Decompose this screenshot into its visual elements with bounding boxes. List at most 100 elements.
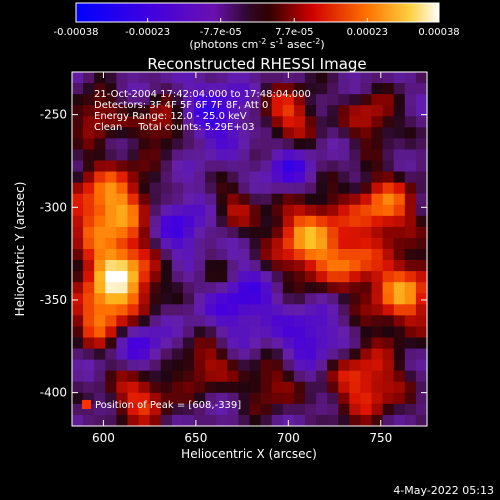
colorbar: -0.00038 -0.00023 -7.7e-05 7.7e-05 0.00023 0.… (54, 2, 460, 51)
heatmap-cell (249, 83, 262, 95)
heatmap-cell (271, 83, 284, 95)
heatmap-cell (316, 304, 328, 316)
heatmap-cell (160, 160, 173, 173)
heatmap-cell (171, 105, 184, 117)
heatmap-cell (415, 249, 428, 261)
heatmap-cell (293, 182, 306, 195)
heatmap-cell (238, 271, 251, 283)
heatmap-cell (227, 326, 239, 339)
heatmap-cell (316, 326, 328, 339)
heatmap-cell (138, 381, 151, 394)
heatmap-cell (371, 226, 384, 239)
heatmap-cell (316, 315, 328, 328)
heatmap-cell (415, 182, 428, 195)
heatmap-cell (415, 293, 428, 305)
heatmap-cell (227, 204, 239, 217)
heatmap-cell (72, 359, 84, 372)
heatmap-cell (260, 359, 273, 372)
heatmap-cell (72, 226, 84, 239)
heatmap-cell (304, 215, 317, 228)
heatmap-cell (393, 260, 406, 272)
heatmap-cell (149, 381, 162, 394)
heatmap-cell (249, 260, 262, 272)
heatmap-cell (160, 403, 173, 416)
annotation-detectors: Detectors: 3F 4F 5F 6F 7F 8F, Att 0 (94, 100, 268, 111)
heatmap-cell (271, 72, 284, 84)
heatmap-cell (238, 105, 251, 117)
heatmap-cell (238, 260, 251, 272)
heatmap-cell (205, 116, 217, 128)
heatmap-cell (149, 105, 162, 117)
heatmap-cell (205, 171, 217, 184)
heatmap-cell (116, 193, 129, 206)
heatmap-cell (282, 370, 295, 383)
heatmap-cell (116, 116, 129, 128)
heatmap-cell (216, 348, 228, 361)
heatmap-cell (94, 293, 106, 305)
heatmap-cell (149, 348, 162, 361)
heatmap-cell (382, 94, 395, 106)
heatmap-cell (171, 160, 184, 173)
heatmap-cell (349, 182, 362, 195)
annotation-energy-range: Energy Range: 12.0 - 25.0 keV (94, 111, 247, 122)
heatmap-cell (127, 182, 140, 195)
heatmap-cell (160, 282, 173, 294)
plot-frame (71, 71, 428, 427)
heatmap-cell (282, 315, 295, 328)
heatmap-cell (415, 370, 428, 383)
heatmap-cell (349, 149, 362, 162)
heatmap-cell (404, 326, 417, 339)
heatmap-cell (94, 149, 106, 162)
heatmap-cell (249, 348, 262, 361)
heatmap-cell (249, 72, 262, 84)
heatmap-cell (393, 105, 406, 117)
heatmap-cell (327, 83, 339, 95)
heatmap-cell (249, 116, 262, 128)
heatmap-cell (371, 414, 384, 427)
heatmap-cell (349, 381, 362, 394)
heatmap-cell (293, 237, 306, 250)
heatmap-cell (316, 105, 328, 117)
heatmap-cell (382, 182, 395, 195)
heatmap-cell (83, 94, 95, 106)
heatmap-cell (94, 337, 106, 350)
heatmap-cell (182, 116, 195, 128)
heatmap-cell (116, 359, 129, 372)
heatmap-cell (282, 204, 295, 217)
heatmap-cell (260, 260, 273, 272)
heatmap-cell (393, 403, 406, 416)
heatmap-cell (160, 260, 173, 272)
heatmap-cell (360, 94, 373, 106)
heatmap-cell (360, 72, 373, 84)
heatmap-cells (72, 72, 428, 427)
heatmap-cell (349, 171, 362, 184)
heatmap-cell (316, 249, 328, 261)
heatmap-cell (116, 83, 129, 95)
heatmap-cell (282, 83, 295, 95)
heatmap-cell (83, 204, 95, 217)
heatmap-cell (371, 182, 384, 195)
heatmap-cell (138, 237, 151, 250)
heatmap-cell (338, 326, 350, 339)
heatmap-cell (360, 414, 373, 427)
heatmap-cell (371, 359, 384, 372)
heatmap-cell (205, 271, 217, 283)
heatmap-cell (316, 381, 328, 394)
heatmap-cell (83, 193, 95, 206)
heatmap-cell (316, 160, 328, 173)
heatmap-cell (116, 171, 129, 184)
heatmap-cell (293, 260, 306, 272)
heatmap-cell (404, 304, 417, 316)
heatmap-cell (149, 326, 162, 339)
heatmap-cell (404, 381, 417, 394)
heatmap-cell (171, 315, 184, 328)
heatmap-cell (205, 260, 217, 272)
heatmap-cell (182, 182, 195, 195)
heatmap-cell (182, 171, 195, 184)
heatmap-cell (327, 226, 339, 239)
heatmap-cell (327, 204, 339, 217)
heatmap-cell (327, 271, 339, 283)
heatmap-cell (94, 249, 106, 261)
heatmap-cell (194, 381, 206, 394)
heatmap-cell (282, 326, 295, 339)
